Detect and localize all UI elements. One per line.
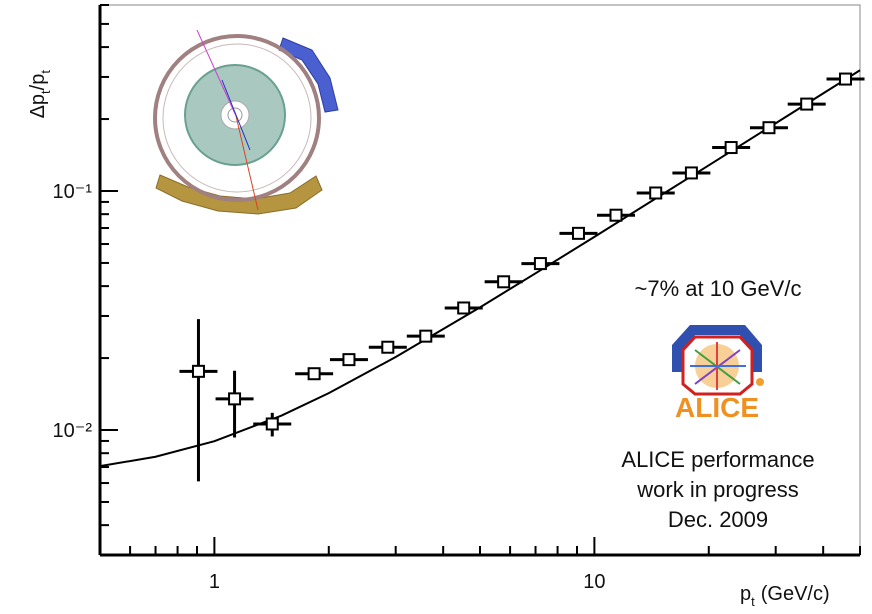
x-axis-label: pt (GeV/c) — [740, 583, 830, 609]
marker — [307, 367, 321, 381]
x-label-part: p — [740, 583, 751, 605]
annotation: work in progress — [636, 477, 798, 502]
y-label-part: t — [38, 70, 53, 74]
marker — [265, 417, 279, 431]
marker — [533, 257, 547, 271]
marker — [800, 97, 814, 111]
x-label-part: (GeV/c) — [761, 583, 830, 605]
annotation: Dec. 2009 — [668, 507, 768, 532]
marker — [684, 166, 698, 180]
marker — [724, 141, 738, 155]
y-axis-label: Δpt/pt — [27, 70, 53, 119]
marker — [609, 208, 623, 222]
marker — [419, 329, 433, 343]
annotation: ~7% at 10 GeV/c — [635, 276, 802, 301]
y-label-part: t — [38, 90, 53, 94]
y-tick-label: 10⁻¹ — [53, 181, 93, 203]
marker — [381, 340, 395, 354]
y-label-part: /p — [27, 74, 49, 91]
y-tick-label: 10⁻² — [53, 420, 93, 442]
marker — [649, 186, 663, 200]
marker — [571, 226, 585, 240]
x-tick-label: 1 — [209, 571, 220, 593]
marker — [191, 364, 205, 378]
marker — [839, 72, 853, 86]
y-label-part: Δp — [27, 94, 49, 118]
marker — [228, 392, 242, 406]
x-tick-label: 10 — [583, 571, 605, 593]
x-label-part: t — [751, 594, 755, 609]
marker — [457, 301, 471, 315]
marker — [342, 353, 356, 367]
marker — [497, 275, 511, 289]
annotation: ALICE performance — [621, 447, 814, 472]
marker — [762, 121, 776, 135]
detector-sketch — [153, 29, 339, 215]
logo-text: ALICE — [675, 392, 759, 423]
alice-logo — [672, 325, 764, 396]
